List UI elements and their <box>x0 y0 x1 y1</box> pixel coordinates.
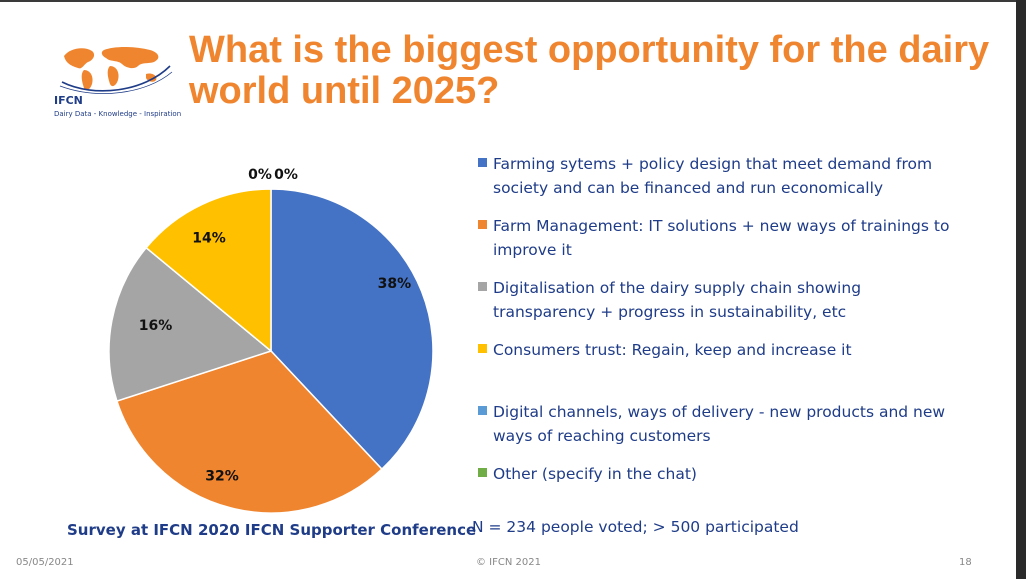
footer-page-number: 18 <box>959 557 972 568</box>
pie-label-6: 0% <box>274 167 298 183</box>
legend-swatch-6 <box>478 468 487 477</box>
world-map-icon <box>59 47 173 94</box>
legend-label-3: Digitalisation of the dairy supply chain… <box>493 279 862 321</box>
footer-copyright: © IFCN 2021 <box>476 557 541 568</box>
pie-label-1: 38% <box>378 276 412 292</box>
pie-label-3: 16% <box>139 318 173 334</box>
pie-label-2: 32% <box>205 468 239 484</box>
pie-slice-1 <box>270 188 434 471</box>
pie-labels: 38% 32% 16% 14% 0% 0% <box>139 167 411 484</box>
survey-caption: Survey at IFCN 2020 IFCN Supporter Confe… <box>67 521 477 539</box>
pie-label-5: 0% <box>248 167 272 183</box>
logo-tagline: Dairy Data - Knowledge - Inspiration <box>54 110 182 118</box>
top-border <box>0 0 1016 2</box>
ifcn-logo: IFCN Dairy Data - Knowledge - Inspiratio… <box>54 42 181 122</box>
legend-swatch-5 <box>478 406 487 415</box>
legend-swatch-1 <box>478 158 487 167</box>
footer-date: 05/05/2021 <box>16 557 74 568</box>
legend-label-6: Other (specify in the chat) <box>493 465 697 483</box>
legend-label-4: Consumers trust: Regain, keep and increa… <box>493 341 852 359</box>
pie-slice-4 <box>145 188 272 353</box>
logo-brand: IFCN <box>54 94 83 107</box>
pie-slices <box>108 188 434 514</box>
legend-swatch-2 <box>478 220 487 229</box>
votes-note: N = 234 people voted; > 500 participated <box>472 518 799 536</box>
page-title: What is the biggest opportunity for the … <box>189 29 990 112</box>
pie-slice-2 <box>115 350 383 514</box>
legend-label-1: Farming sytems + policy design that meet… <box>493 155 933 197</box>
legend-label-5: Digital channels, ways of delivery - new… <box>493 403 946 445</box>
legend-swatch-4 <box>478 344 487 353</box>
legend-label-2: Farm Management: IT solutions + new ways… <box>493 217 950 259</box>
window-edge <box>1016 0 1026 579</box>
pie-label-4: 14% <box>192 230 226 246</box>
legend-swatch-3 <box>478 282 487 291</box>
pie-slice-3 <box>108 246 273 403</box>
